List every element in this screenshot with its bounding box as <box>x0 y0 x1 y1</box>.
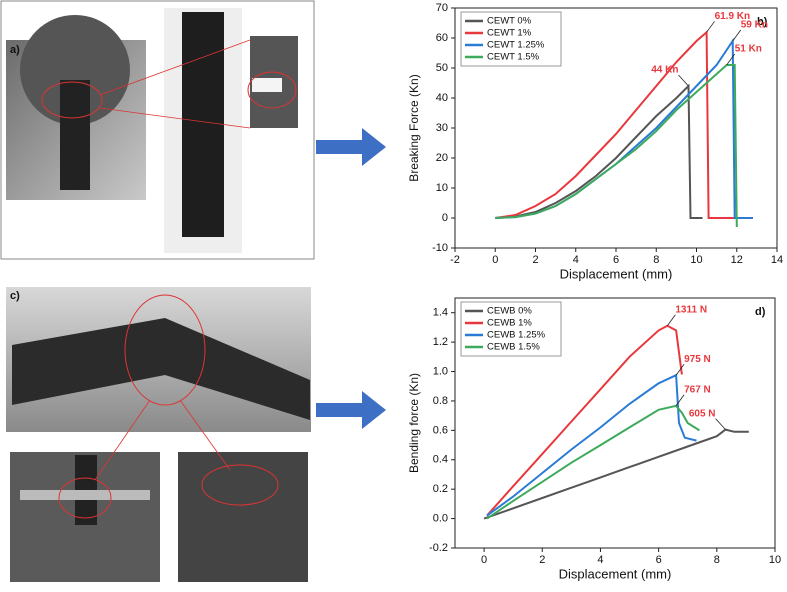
charts: -2 0 2 4 6 8 10 12 14-10010203040506070Displacem… <box>407 2 783 582</box>
x-tick-label: 0 <box>481 554 487 566</box>
y-tick-label: 0.4 <box>433 454 448 466</box>
series-line <box>486 324 683 517</box>
x-axis-label: Displacement (mm) <box>560 266 673 281</box>
legend-label: CEWB 0% <box>487 306 532 317</box>
x-axis-label: Displacement (mm) <box>559 566 672 581</box>
value-label: 44 Kn <box>651 65 678 76</box>
label-leader <box>732 29 742 42</box>
x-tick-label: 6 <box>613 254 619 266</box>
legend-label: CEWB 1.25% <box>487 330 546 341</box>
x-tick-label: 12 <box>731 254 743 266</box>
value-label: 767 N <box>684 384 711 395</box>
series-line <box>486 373 697 517</box>
y-tick-label: 1.4 <box>433 307 448 319</box>
y-tick-label: 1.2 <box>433 336 448 348</box>
series-line <box>483 428 749 520</box>
arrow <box>316 391 386 429</box>
y-axis-label: Breaking Force (Kn) <box>407 74 421 181</box>
photo-panel-a: a) <box>0 0 315 260</box>
y-tick-label: 70 <box>436 2 448 14</box>
legend-label: CEWB 1.5% <box>487 342 540 353</box>
y-tick-label: 50 <box>436 62 448 74</box>
label-leader <box>678 74 689 87</box>
label-leader <box>715 418 726 430</box>
value-label: 61.9 Kn <box>715 11 751 22</box>
y-tick-label: -10 <box>432 242 448 254</box>
label-leader <box>675 394 685 407</box>
y-tick-label: 20 <box>436 152 448 164</box>
y-tick-label: 40 <box>436 92 448 104</box>
x-tick-label: 8 <box>714 554 720 566</box>
panel-label: a) <box>10 44 20 56</box>
y-tick-label: 0.8 <box>433 395 448 407</box>
value-label: 975 N <box>684 354 711 365</box>
y-tick-label: 0 <box>442 212 448 224</box>
y-tick-label: 0.2 <box>433 483 448 495</box>
legend-label: CEWT 0% <box>487 16 532 27</box>
y-tick-label: 10 <box>436 182 448 194</box>
legend-label: CEWT 1% <box>487 28 532 39</box>
y-tick-label: 0.6 <box>433 424 448 436</box>
x-tick-label: 2 <box>532 254 538 266</box>
series-line <box>495 64 738 228</box>
panel-label: d) <box>755 306 766 318</box>
arrow <box>316 128 386 166</box>
x-tick-label: 10 <box>690 254 702 266</box>
label-leader <box>726 53 736 66</box>
x-tick-label: -2 <box>450 254 460 266</box>
y-tick-label: 30 <box>436 122 448 134</box>
value-label: 605 N <box>689 408 716 419</box>
label-leader <box>706 21 715 33</box>
y-tick-label: 60 <box>436 32 448 44</box>
panel-label: c) <box>10 290 20 302</box>
photo-panel-c: c) <box>1 283 314 585</box>
value-label: 59 Kn <box>741 20 768 31</box>
legend-label: CEWT 1.5% <box>487 52 540 63</box>
label-leader <box>667 314 676 327</box>
y-tick-label: 1.0 <box>433 365 448 377</box>
x-tick-label: 4 <box>597 554 603 566</box>
value-label: 1311 N <box>675 304 707 315</box>
label-leader <box>675 363 685 376</box>
x-tick-label: 2 <box>539 554 545 566</box>
x-tick-label: 6 <box>656 554 662 566</box>
x-tick-label: 10 <box>769 554 781 566</box>
x-tick-label: 8 <box>653 254 659 266</box>
series-line <box>495 37 753 219</box>
x-tick-label: 0 <box>492 254 498 266</box>
y-tick-label: -0.2 <box>429 542 448 554</box>
x-tick-label: 4 <box>573 254 579 266</box>
legend-label: CEWT 1.25% <box>487 40 545 51</box>
plot-frame <box>454 297 776 549</box>
y-axis-label: Bending force (Kn) <box>407 373 421 473</box>
series-line <box>495 30 753 219</box>
series-line <box>486 404 700 520</box>
value-label: 51 Kn <box>735 44 762 55</box>
panel-label: b) <box>757 16 768 28</box>
legend-label: CEWB 1% <box>487 318 532 329</box>
y-tick-label: 0.0 <box>433 512 448 524</box>
series-line <box>495 83 703 219</box>
x-tick-label: 14 <box>771 254 783 266</box>
